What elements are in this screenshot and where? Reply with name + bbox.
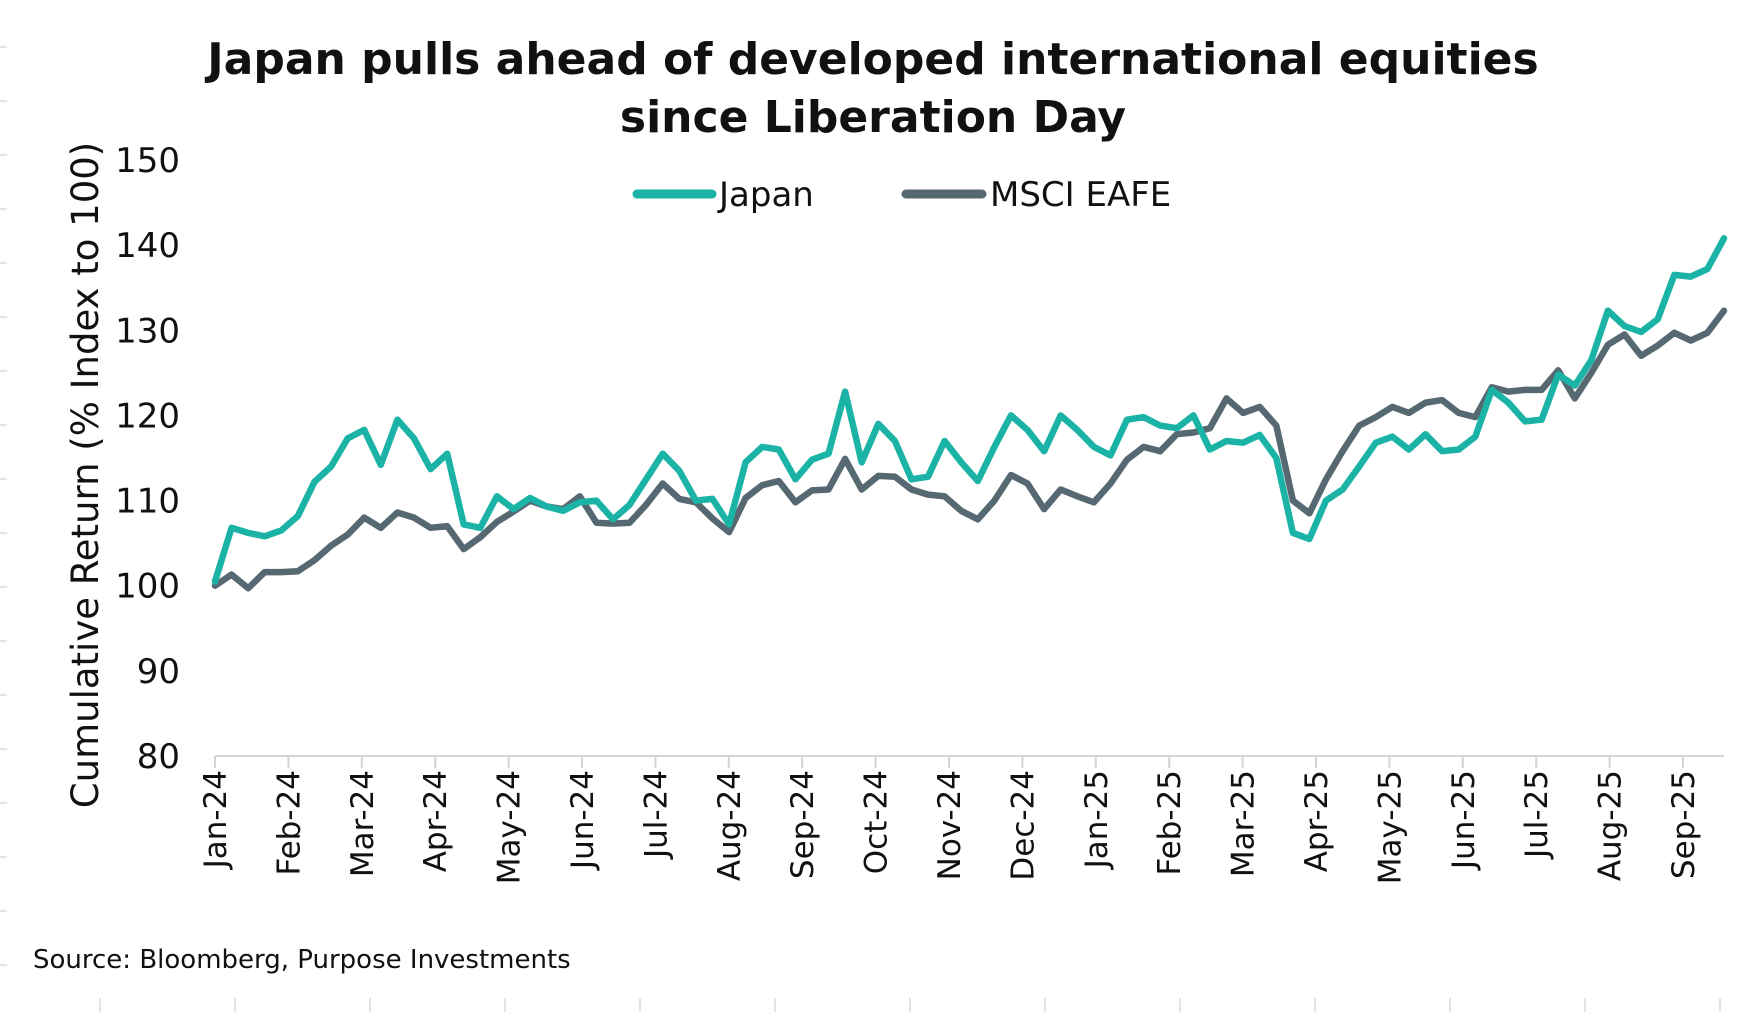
x-tick-label: Jan-24 (198, 770, 234, 870)
x-tick-label: Jul-25 (1519, 770, 1555, 860)
x-tick-label: Dec-24 (1005, 770, 1041, 881)
x-tick-label: Aug-24 (712, 770, 748, 881)
y-tick-label: 130 (115, 311, 180, 351)
y-tick-label: 140 (115, 226, 180, 266)
x-tick-label: Oct-24 (859, 770, 895, 874)
x-tick-label: Sep-25 (1666, 770, 1702, 879)
frame-ticks (0, 46, 1721, 1012)
series-line-japan (211, 235, 1728, 585)
legend: Japan MSCI EAFE (632, 175, 1171, 215)
y-tick-label: 150 (115, 141, 180, 181)
series-lines (211, 235, 1728, 592)
x-tick-label: May-25 (1372, 770, 1408, 884)
x-tick-label: Feb-24 (271, 770, 307, 876)
x-tick-label: May-24 (492, 770, 528, 884)
x-tick-label: Jun-24 (565, 770, 601, 871)
y-tick-label: 120 (115, 396, 180, 436)
x-tick-label: Apr-24 (418, 770, 454, 872)
x-tick-label: Jan-25 (1079, 770, 1115, 870)
x-tick-label: Aug-25 (1593, 770, 1629, 881)
y-tick-label: 110 (115, 482, 180, 522)
legend-label-japan: Japan (717, 175, 814, 215)
y-axis-title: Cumulative Return (% Index to 100) (64, 142, 107, 808)
x-tick-label: Mar-25 (1226, 770, 1262, 877)
x-tick-label: Feb-25 (1152, 770, 1188, 876)
y-axis: 80 90 100 110 120 130 140 150 (115, 141, 180, 777)
source-note: Source: Bloomberg, Purpose Investments (33, 945, 571, 975)
series-line-msci-eafe (211, 307, 1728, 592)
legend-label-msci-eafe: MSCI EAFE (990, 175, 1171, 215)
chart-title-line-2: since Liberation Day (620, 92, 1126, 143)
x-axis: Jan-24 Feb-24 Mar-24 Apr-24 May-24 Jun-24 Jul-… (198, 755, 1724, 884)
x-tick-label: Jul-24 (638, 770, 674, 860)
x-tick-label: Nov-24 (932, 770, 968, 880)
y-tick-label: 90 (137, 652, 180, 692)
y-tick-label: 100 (115, 567, 180, 607)
x-tick-label: Jun-25 (1446, 770, 1482, 871)
chart-title-line-1: Japan pulls ahead of developed internati… (204, 34, 1538, 85)
y-tick-label: 80 (137, 737, 180, 777)
x-tick-label: Sep-24 (785, 770, 821, 879)
x-tick-label: Mar-24 (345, 770, 381, 877)
x-tick-label: Apr-25 (1299, 770, 1335, 872)
